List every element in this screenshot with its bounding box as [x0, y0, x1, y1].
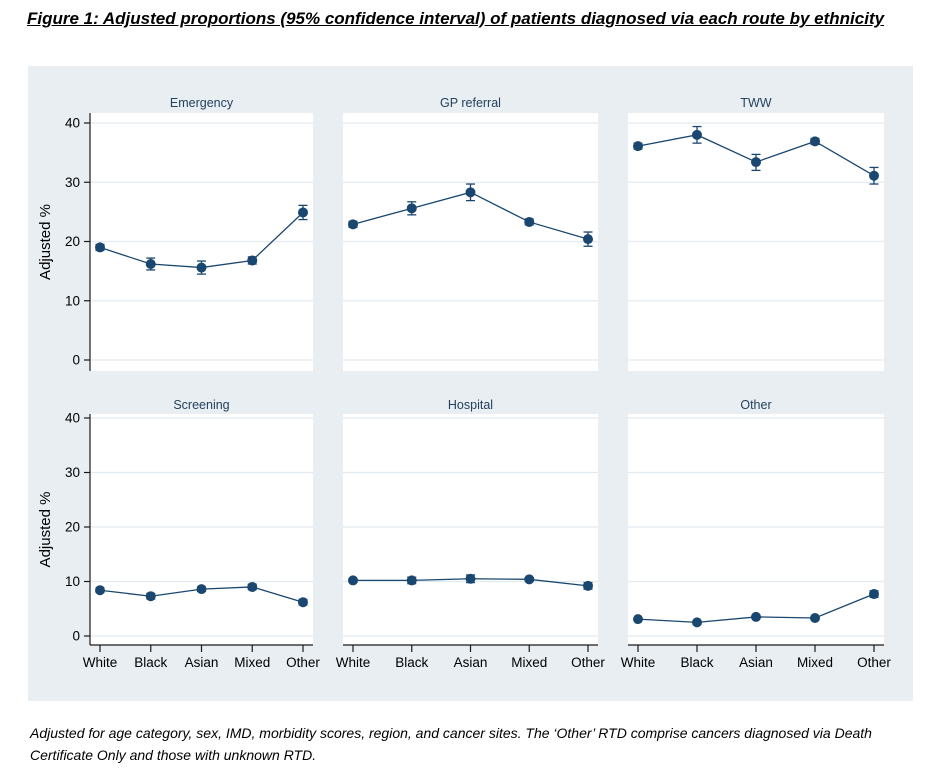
figure-title: Figure 1: Adjusted proportions (95% conf… — [27, 9, 885, 28]
panel-title-hospital: Hospital — [448, 398, 493, 412]
data-point — [869, 589, 879, 600]
data-point — [751, 157, 761, 168]
y-axis-title: Adjusted % — [37, 492, 54, 568]
data-point — [633, 614, 643, 625]
x-tick-label: Mixed — [234, 655, 270, 670]
figure-area: Emergency 0 10 20 30 40 Adjusted % GP referral T… — [28, 66, 913, 701]
data-point — [810, 136, 820, 147]
panel-title-emergency: Emergency — [170, 96, 234, 110]
data-point — [465, 187, 476, 198]
plot-area — [628, 414, 884, 645]
data-point — [247, 255, 258, 266]
data-point — [196, 262, 207, 273]
y-tick-label: 30 — [65, 175, 80, 190]
data-point — [298, 597, 308, 608]
x-tick-label: Asian — [454, 655, 488, 670]
data-point — [465, 573, 476, 584]
panel-tww: TWW — [628, 96, 884, 371]
x-tick-label: Black — [134, 655, 167, 670]
data-point — [196, 584, 207, 595]
data-point — [583, 580, 593, 591]
x-tick-label: White — [621, 655, 656, 670]
y-axis-title: Adjusted % — [37, 204, 54, 280]
data-point — [145, 591, 156, 602]
data-point — [524, 216, 535, 227]
data-point — [583, 234, 593, 245]
x-tick-label: White — [336, 655, 371, 670]
plot-area — [90, 414, 313, 645]
data-point — [145, 259, 156, 270]
y-tick-label: 10 — [65, 293, 80, 308]
data-point — [406, 203, 417, 214]
x-tick-label: Black — [680, 655, 713, 670]
y-tick-label: 20 — [65, 234, 80, 249]
y-tick-label: 10 — [65, 574, 80, 589]
x-tick-label: Asian — [185, 655, 219, 670]
panel-title-other: Other — [740, 398, 771, 412]
x-tick-label: Asian — [739, 655, 773, 670]
y-tick-label: 30 — [65, 465, 80, 480]
data-point — [348, 219, 358, 230]
data-point — [633, 141, 643, 152]
data-point — [810, 613, 820, 624]
x-tick-label: Other — [286, 655, 320, 670]
panel-title-gp-referral: GP referral — [440, 96, 501, 110]
data-point — [524, 574, 535, 585]
x-tick-label: White — [83, 655, 118, 670]
charts-svg: Emergency 0 10 20 30 40 Adjusted % GP referral T… — [28, 66, 913, 701]
data-point — [406, 575, 417, 586]
x-tick-label: Other — [571, 655, 605, 670]
x-tick-label: Mixed — [511, 655, 547, 670]
panel-emergency: Emergency 0 10 20 30 40 Adjusted % — [37, 96, 313, 371]
figure-footnote: Adjusted for age category, sex, IMD, mor… — [30, 725, 872, 763]
panel-title-screening: Screening — [173, 398, 229, 412]
panel-other: Other White Black Asian Mixed Other — [621, 398, 892, 670]
y-tick-label: 0 — [72, 353, 80, 368]
data-point — [692, 617, 702, 628]
x-tick-label: Other — [857, 655, 891, 670]
panel-title-tww: TWW — [740, 96, 771, 110]
y-tick-label: 40 — [65, 116, 80, 131]
data-point — [298, 207, 308, 218]
plot-area — [343, 414, 598, 645]
data-point — [95, 585, 105, 596]
data-point — [95, 242, 105, 253]
panel-screening: Screening 0 10 20 30 40 Adjusted % White Black As… — [37, 398, 320, 670]
panel-gp-referral: GP referral — [343, 96, 598, 371]
y-tick-label: 20 — [65, 520, 80, 535]
data-point — [692, 129, 702, 140]
y-tick-label: 0 — [72, 629, 80, 644]
panel-hospital: Hospital White Black Asian Mixed Other — [336, 398, 606, 670]
data-point — [247, 581, 258, 592]
x-tick-label: Black — [395, 655, 428, 670]
x-tick-label: Mixed — [797, 655, 833, 670]
data-point — [348, 575, 358, 586]
y-tick-label: 40 — [65, 411, 80, 426]
data-point — [751, 611, 761, 622]
data-point — [869, 170, 879, 181]
